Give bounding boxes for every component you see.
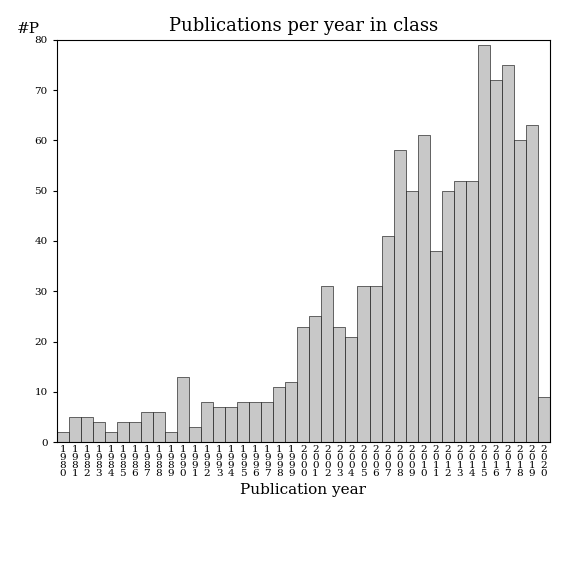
Bar	[526, 125, 538, 442]
Bar	[81, 417, 93, 442]
X-axis label: Publication year: Publication year	[240, 484, 366, 497]
Text: #P: #P	[17, 22, 40, 36]
Bar	[490, 80, 502, 442]
Bar	[237, 402, 249, 442]
Bar	[466, 180, 478, 442]
Bar	[370, 286, 382, 442]
Bar	[225, 407, 237, 442]
Bar	[345, 337, 357, 442]
Bar	[153, 412, 165, 442]
Bar	[57, 432, 69, 442]
Bar	[382, 236, 393, 442]
Bar	[333, 327, 345, 442]
Bar	[454, 180, 466, 442]
Bar	[213, 407, 225, 442]
Bar	[117, 422, 129, 442]
Bar	[93, 422, 105, 442]
Bar	[285, 382, 297, 442]
Title: Publications per year in class: Publications per year in class	[169, 18, 438, 35]
Bar	[297, 327, 310, 442]
Bar	[165, 432, 177, 442]
Bar	[105, 432, 117, 442]
Bar	[321, 286, 333, 442]
Bar	[393, 150, 405, 442]
Bar	[405, 191, 418, 442]
Bar	[430, 251, 442, 442]
Bar	[129, 422, 141, 442]
Bar	[69, 417, 81, 442]
Bar	[273, 387, 285, 442]
Bar	[310, 316, 321, 442]
Bar	[538, 397, 550, 442]
Bar	[189, 427, 201, 442]
Bar	[478, 45, 490, 442]
Bar	[201, 402, 213, 442]
Bar	[418, 136, 430, 442]
Bar	[249, 402, 261, 442]
Bar	[261, 402, 273, 442]
Bar	[177, 377, 189, 442]
Bar	[514, 141, 526, 442]
Bar	[442, 191, 454, 442]
Bar	[357, 286, 370, 442]
Bar	[502, 65, 514, 442]
Bar	[141, 412, 153, 442]
